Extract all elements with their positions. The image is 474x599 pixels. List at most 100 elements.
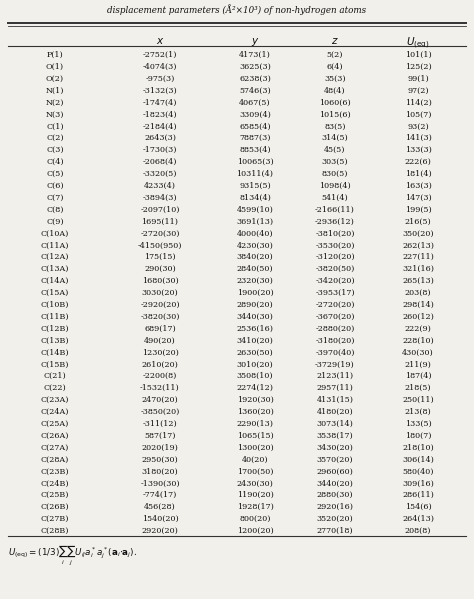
Text: 213(8): 213(8) xyxy=(405,408,431,416)
Text: $y$: $y$ xyxy=(251,36,259,48)
Text: 222(6): 222(6) xyxy=(405,158,431,166)
Text: 125(2): 125(2) xyxy=(405,63,431,71)
Text: $x$: $x$ xyxy=(156,36,164,46)
Text: 2290(13): 2290(13) xyxy=(237,420,273,428)
Text: 45(5): 45(5) xyxy=(324,146,346,154)
Text: 3691(13): 3691(13) xyxy=(237,217,273,226)
Text: C(14A): C(14A) xyxy=(41,277,69,285)
Text: 6238(3): 6238(3) xyxy=(239,75,271,83)
Text: -2068(4): -2068(4) xyxy=(143,158,177,166)
Text: -2720(30): -2720(30) xyxy=(140,229,180,237)
Text: 4173(1): 4173(1) xyxy=(239,51,271,59)
Text: -2184(4): -2184(4) xyxy=(143,122,177,131)
Text: 3180(20): 3180(20) xyxy=(142,467,178,476)
Text: 2274(12): 2274(12) xyxy=(237,384,273,392)
Text: -3850(20): -3850(20) xyxy=(140,408,180,416)
Text: 1920(30): 1920(30) xyxy=(237,396,273,404)
Text: 4599(10): 4599(10) xyxy=(237,205,273,214)
Text: 99(1): 99(1) xyxy=(407,75,429,83)
Text: 2957(11): 2957(11) xyxy=(317,384,354,392)
Text: C(10A): C(10A) xyxy=(41,229,69,237)
Text: C(4): C(4) xyxy=(46,158,64,166)
Text: 3570(20): 3570(20) xyxy=(317,456,353,464)
Text: C(11A): C(11A) xyxy=(41,241,69,249)
Text: 286(11): 286(11) xyxy=(402,491,434,500)
Text: 3440(20): 3440(20) xyxy=(317,479,354,488)
Text: 2320(30): 2320(30) xyxy=(237,277,273,285)
Text: 3520(20): 3520(20) xyxy=(317,515,354,523)
Text: C(1): C(1) xyxy=(46,122,64,131)
Text: 264(13): 264(13) xyxy=(402,515,434,523)
Text: 5(2): 5(2) xyxy=(327,51,343,59)
Text: 101(1): 101(1) xyxy=(405,51,431,59)
Text: 216(5): 216(5) xyxy=(405,217,431,226)
Text: -4074(3): -4074(3) xyxy=(143,63,177,71)
Text: C(5): C(5) xyxy=(46,170,64,178)
Text: -2936(12): -2936(12) xyxy=(315,217,355,226)
Text: -3810(20): -3810(20) xyxy=(315,229,355,237)
Text: -4150(950): -4150(950) xyxy=(138,241,182,249)
Text: 4230(30): 4230(30) xyxy=(237,241,273,249)
Text: 456(28): 456(28) xyxy=(144,503,176,511)
Text: 222(9): 222(9) xyxy=(405,325,431,332)
Text: -3132(3): -3132(3) xyxy=(143,87,177,95)
Text: 2770(18): 2770(18) xyxy=(317,527,353,535)
Text: -3420(20): -3420(20) xyxy=(315,277,355,285)
Text: N(2): N(2) xyxy=(46,99,64,107)
Text: -2720(20): -2720(20) xyxy=(315,301,355,309)
Text: 154(6): 154(6) xyxy=(405,503,431,511)
Text: -3320(5): -3320(5) xyxy=(143,170,177,178)
Text: 1928(17): 1928(17) xyxy=(237,503,273,511)
Text: 93(2): 93(2) xyxy=(407,122,429,131)
Text: 541(4): 541(4) xyxy=(322,194,348,202)
Text: 1015(6): 1015(6) xyxy=(319,110,351,119)
Text: -3180(20): -3180(20) xyxy=(315,337,355,344)
Text: 4067(5): 4067(5) xyxy=(239,99,271,107)
Text: C(11B): C(11B) xyxy=(41,313,69,321)
Text: 4180(20): 4180(20) xyxy=(317,408,354,416)
Text: 830(5): 830(5) xyxy=(322,170,348,178)
Text: C(3): C(3) xyxy=(46,146,64,154)
Text: 2890(20): 2890(20) xyxy=(237,301,273,309)
Text: C(15A): C(15A) xyxy=(41,289,69,297)
Text: N(1): N(1) xyxy=(46,87,64,95)
Text: 2960(60): 2960(60) xyxy=(317,467,354,476)
Text: C(13A): C(13A) xyxy=(41,265,69,273)
Text: 587(17): 587(17) xyxy=(144,432,176,440)
Text: -1730(3): -1730(3) xyxy=(143,146,177,154)
Text: 6(4): 6(4) xyxy=(327,63,343,71)
Text: -311(12): -311(12) xyxy=(143,420,177,428)
Text: 5746(3): 5746(3) xyxy=(239,87,271,95)
Text: 2470(20): 2470(20) xyxy=(142,396,178,404)
Text: 314(5): 314(5) xyxy=(322,134,348,143)
Text: -3820(30): -3820(30) xyxy=(140,313,180,321)
Text: 2920(16): 2920(16) xyxy=(317,503,354,511)
Text: displacement parameters (Å²×10³) of non-hydrogen atoms: displacement parameters (Å²×10³) of non-… xyxy=(108,4,366,15)
Text: 1098(4): 1098(4) xyxy=(319,182,351,190)
Text: 218(5): 218(5) xyxy=(405,384,431,392)
Text: 290(30): 290(30) xyxy=(144,265,176,273)
Text: 1300(20): 1300(20) xyxy=(237,444,273,452)
Text: 9315(5): 9315(5) xyxy=(239,182,271,190)
Text: 3430(20): 3430(20) xyxy=(317,444,354,452)
Text: 181(4): 181(4) xyxy=(405,170,431,178)
Text: C(24A): C(24A) xyxy=(41,408,69,416)
Text: -2166(11): -2166(11) xyxy=(315,205,355,214)
Text: 3508(10): 3508(10) xyxy=(237,373,273,380)
Text: -3820(50): -3820(50) xyxy=(315,265,355,273)
Text: C(12B): C(12B) xyxy=(41,325,69,332)
Text: 180(7): 180(7) xyxy=(405,432,431,440)
Text: 1200(20): 1200(20) xyxy=(237,527,273,535)
Text: 97(2): 97(2) xyxy=(407,87,429,95)
Text: 133(5): 133(5) xyxy=(405,420,431,428)
Text: 262(13): 262(13) xyxy=(402,241,434,249)
Text: -3953(17): -3953(17) xyxy=(315,289,355,297)
Text: 3073(14): 3073(14) xyxy=(317,420,354,428)
Text: 298(14): 298(14) xyxy=(402,301,434,309)
Text: C(15B): C(15B) xyxy=(41,361,69,368)
Text: 689(17): 689(17) xyxy=(144,325,176,332)
Text: C(25B): C(25B) xyxy=(41,491,69,500)
Text: 163(3): 163(3) xyxy=(405,182,431,190)
Text: P(1): P(1) xyxy=(46,51,64,59)
Text: -774(17): -774(17) xyxy=(143,491,177,500)
